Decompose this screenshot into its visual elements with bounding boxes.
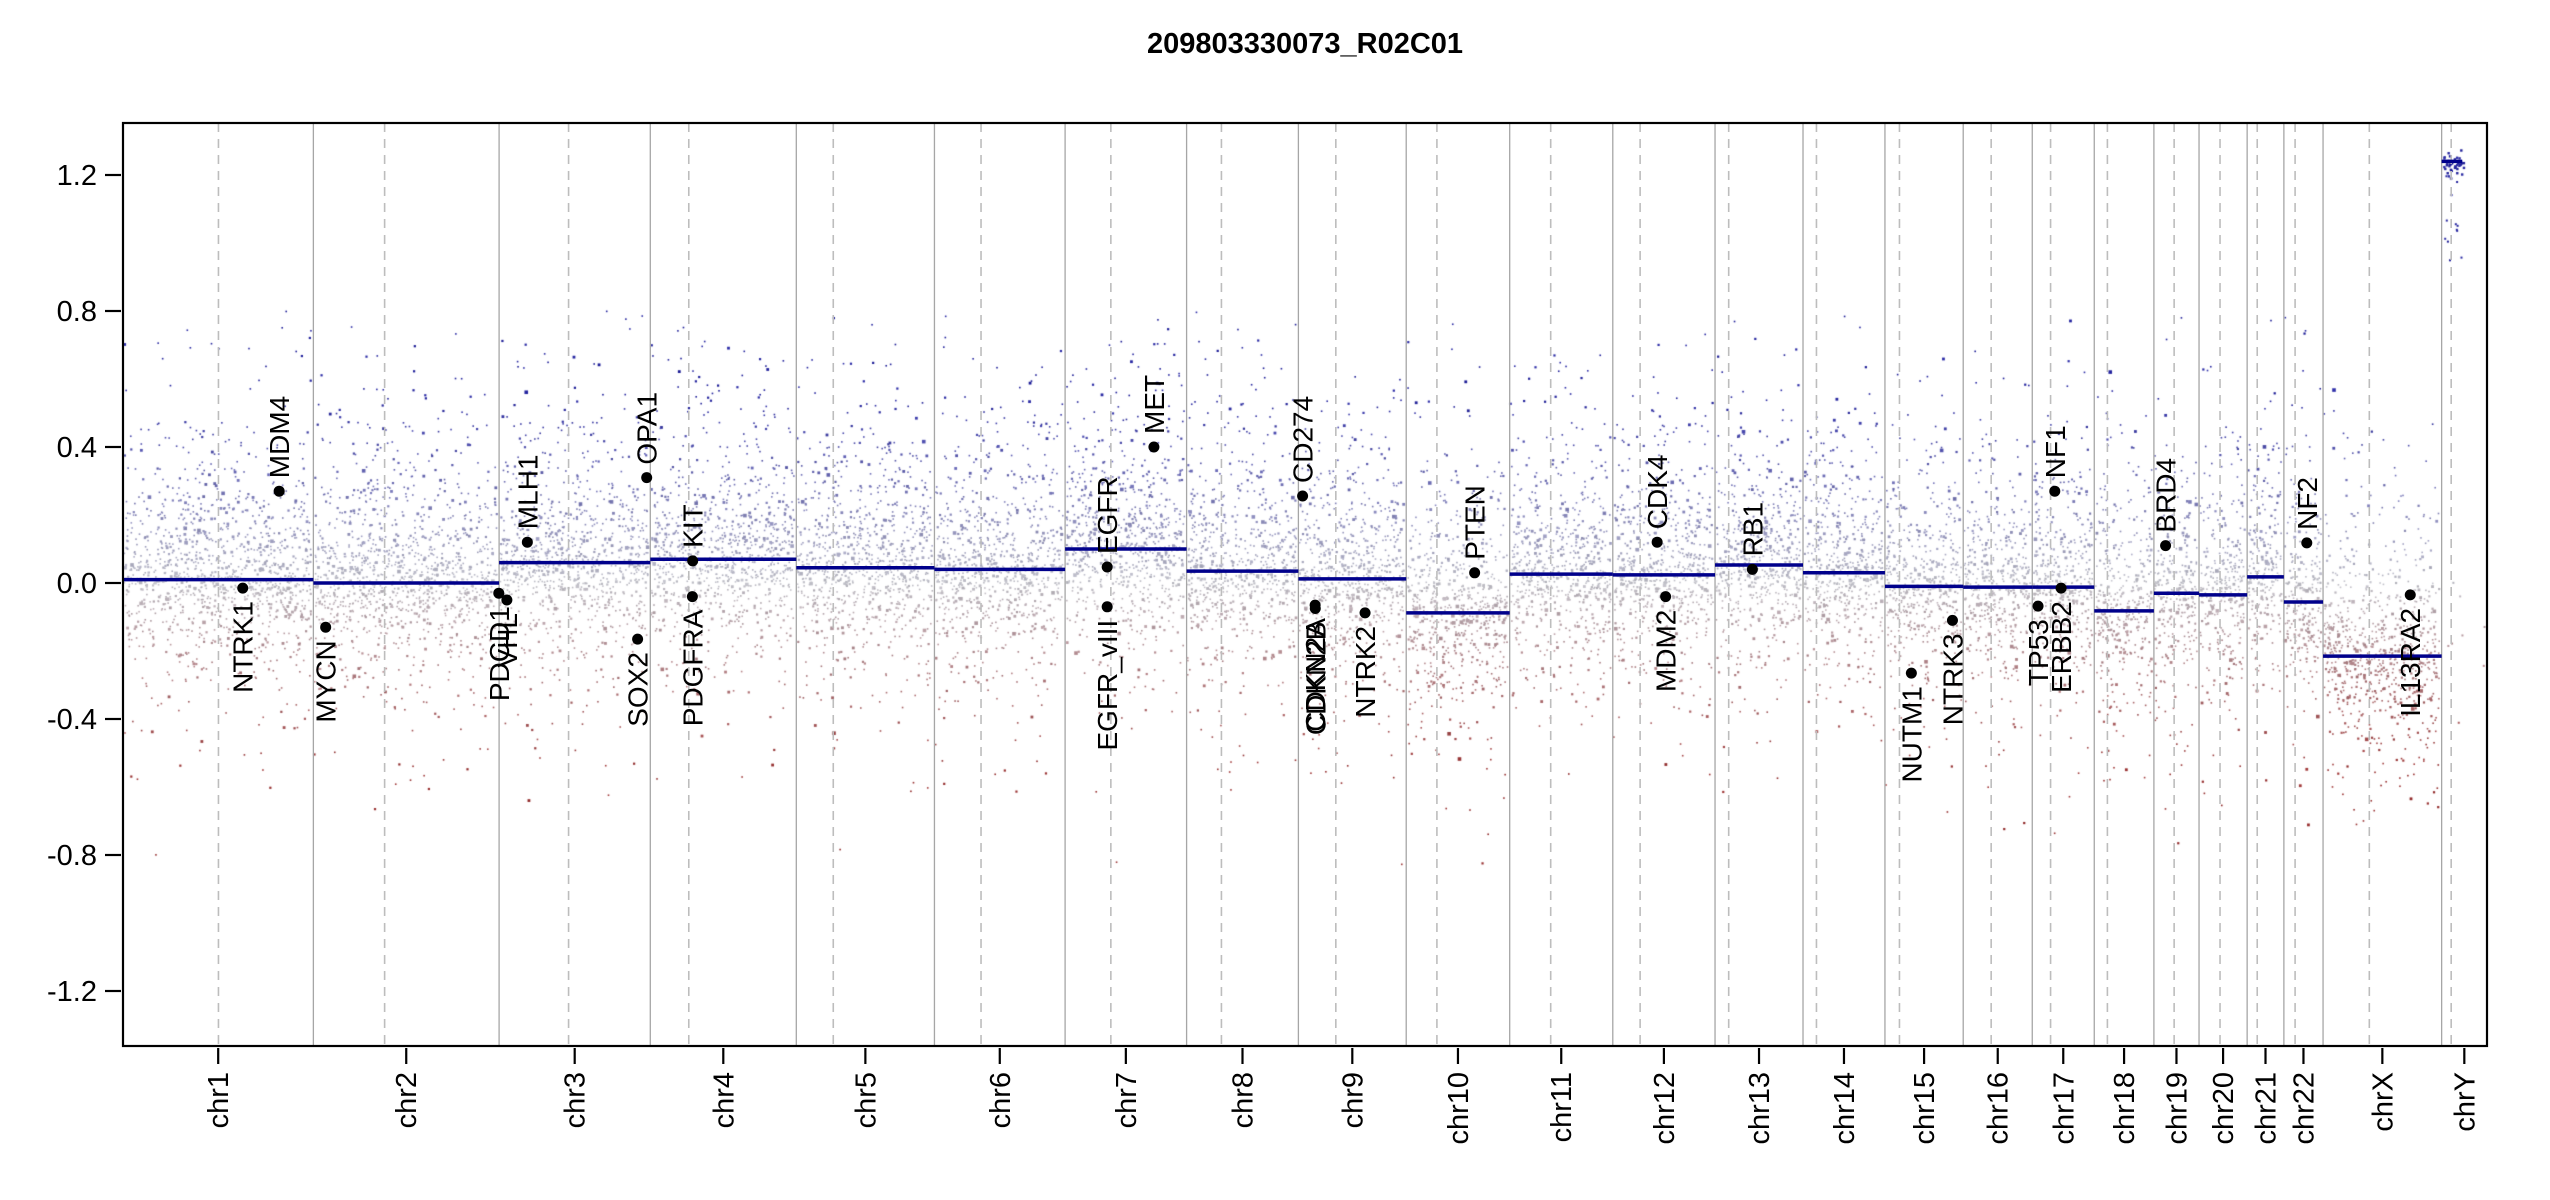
x-tick-label-chr8: chr8 [1227, 1072, 1259, 1128]
x-tick-label-chr2: chr2 [391, 1072, 423, 1128]
x-tick-label-chr14: chr14 [1829, 1072, 1861, 1145]
gene-marker-CDKN2B [1309, 603, 1321, 614]
gene-label-NTRK2: NTRK2 [1350, 626, 1381, 718]
gene-marker-NF1 [2049, 485, 2061, 497]
x-tick-label-chr3: chr3 [560, 1072, 592, 1128]
y-tick-label: -0.8 [47, 840, 97, 872]
gene-label-RB1: RB1 [1737, 502, 1768, 556]
gene-marker-BRD4 [2160, 540, 2172, 552]
gene-marker-CDK4 [1651, 536, 1663, 548]
gene-marker-KIT [687, 555, 699, 567]
gene-marker-VHL [501, 594, 513, 606]
gene-label-EGFR: EGFR [1092, 476, 1123, 554]
gene-marker-NTRK1 [237, 582, 249, 594]
y-tick-label: 0.4 [57, 432, 97, 464]
gene-marker-MDM2 [1660, 591, 1672, 603]
x-tick-label-chr21: chr21 [2251, 1072, 2283, 1145]
gene-marker-MDM4 [273, 485, 285, 497]
gene-marker-ERBB2 [2055, 582, 2067, 594]
y-tick-label: 1.2 [57, 160, 97, 192]
gene-label-IL13RA2: IL13RA2 [2395, 608, 2426, 717]
gene-marker-PTEN [1469, 567, 1481, 579]
gene-marker-PDGFRA [686, 591, 698, 603]
gene-label-ERBB2: ERBB2 [2046, 601, 2077, 693]
gene-label-MDM4: MDM4 [264, 396, 295, 478]
x-tick-label-chr6: chr6 [985, 1072, 1017, 1128]
plot-box [121, 121, 2489, 1048]
gene-label-VHL: VHL [492, 613, 523, 667]
x-tick-label-chr4: chr4 [708, 1072, 740, 1128]
gene-label-CD274: CD274 [1288, 396, 1319, 483]
y-tick-label: 0.0 [57, 568, 97, 600]
x-tick-label-chr5: chr5 [850, 1072, 882, 1128]
gene-label-MLH1: MLH1 [512, 454, 543, 529]
gene-label-SOX2: SOX2 [623, 652, 654, 727]
gene-marker-IL13RA2 [2404, 589, 2416, 601]
gene-marker-PDCD1 [493, 587, 505, 599]
y-tick-label: -1.2 [47, 976, 97, 1008]
gene-marker-EGFR [1101, 561, 1113, 573]
gene-label-PTEN: PTEN [1460, 485, 1491, 560]
gene-marker-MLH1 [521, 536, 533, 548]
gene-label-OPA1: OPA1 [632, 392, 663, 465]
y-tick-label: 0.8 [57, 296, 97, 328]
gene-label-CDKN2B: CDKN2B [1300, 622, 1331, 736]
gene-label-PDGFRA: PDGFRA [677, 609, 708, 726]
x-tick-label-chr16: chr16 [1983, 1072, 2015, 1145]
gene-label-BRD4: BRD4 [2151, 458, 2182, 533]
gene-label-NF1: NF1 [2040, 425, 2071, 478]
gene-marker-OPA1 [641, 472, 653, 484]
gene-label-MET: MET [1139, 375, 1170, 434]
x-tick-label-chrY: chrY [2449, 1072, 2481, 1132]
gene-label-EGFR_vIII: EGFR_vIII [1092, 620, 1123, 751]
x-tick-label-chr9: chr9 [1337, 1072, 1369, 1128]
x-tick-label-chr13: chr13 [1744, 1072, 1776, 1145]
gene-label-NTRK1: NTRK1 [228, 601, 259, 693]
gene-marker-NTRK3 [1946, 614, 1958, 626]
gene-marker-RB1 [1746, 563, 1758, 575]
gene-marker-NF2 [2301, 537, 2313, 549]
gene-marker-EGFR_vIII [1101, 601, 1113, 613]
gene-label-KIT: KIT [678, 504, 709, 548]
gene-marker-CD274 [1297, 490, 1309, 502]
x-tick-label-chr19: chr19 [2161, 1072, 2193, 1145]
gene-label-PDCD1: PDCD1 [484, 606, 515, 701]
x-tick-label-chr1: chr1 [203, 1072, 235, 1128]
gene-label-CDK4: CDK4 [1642, 454, 1673, 529]
gene-marker-NTRK2 [1359, 607, 1371, 619]
x-tick-label-chr15: chr15 [1909, 1072, 1941, 1145]
y-tick-label: -0.4 [47, 704, 97, 736]
gene-label-CDKN2A: CDKN2A [1300, 618, 1331, 732]
gene-label-TP53: TP53 [2023, 619, 2054, 686]
gene-label-NF2: NF2 [2292, 477, 2323, 530]
gene-label-NTRK3: NTRK3 [1937, 633, 1968, 725]
x-tick-label-chrX: chrX [2367, 1072, 2399, 1132]
x-tick-label-chr20: chr20 [2208, 1072, 2240, 1145]
x-tick-label-chr18: chr18 [2109, 1072, 2141, 1145]
x-tick-label-chr17: chr17 [2048, 1072, 2080, 1145]
x-tick-label-chr11: chr11 [1546, 1072, 1578, 1142]
x-tick-label-chr22: chr22 [2288, 1072, 2320, 1145]
x-tick-label-chr12: chr12 [1649, 1072, 1681, 1145]
x-tick-label-chr10: chr10 [1443, 1072, 1475, 1145]
gene-marker-MET [1148, 441, 1160, 453]
gene-label-MYCN: MYCN [311, 640, 342, 722]
gene-label-MDM2: MDM2 [1651, 610, 1682, 692]
gene-marker-SOX2 [632, 633, 644, 645]
gene-marker-TP53 [2032, 600, 2044, 612]
x-tick-label-chr7: chr7 [1111, 1072, 1143, 1128]
gene-label-NUTM1: NUTM1 [1896, 686, 1927, 782]
gene-marker-MYCN [320, 621, 332, 633]
gene-marker-NUTM1 [1905, 667, 1917, 679]
